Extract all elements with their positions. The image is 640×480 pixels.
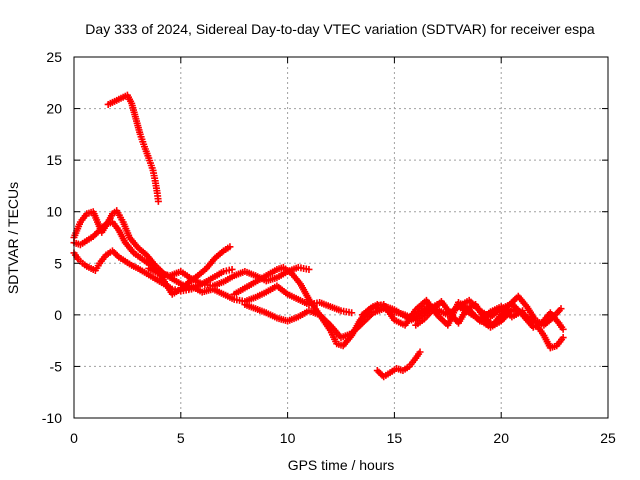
axis-ticks (73, 56, 609, 419)
y-tick-label: 5 (54, 255, 62, 271)
series-arc-l (454, 296, 567, 333)
tick-labels: 0 5 10 15 20 25 -10 -5 0 5 10 15 20 25 (42, 49, 616, 446)
series-arc-c (70, 218, 234, 298)
y-tick-label: 25 (46, 49, 62, 65)
data-point (416, 348, 424, 356)
data-point (154, 197, 162, 205)
data-point (559, 325, 567, 333)
chart-title: Day 333 of 2024, Sidereal Day-to-day VTE… (85, 21, 595, 37)
series-arc-high (104, 91, 162, 205)
x-tick-label: 5 (177, 430, 185, 446)
data-point (557, 305, 565, 313)
data-point (305, 265, 313, 273)
series-arc-h (373, 348, 424, 381)
y-tick-label: 10 (46, 204, 62, 220)
data-point (559, 334, 567, 342)
y-tick-label: 20 (46, 101, 62, 117)
y-axis-label: SDTVAR / TECUs (5, 182, 21, 294)
series-arc-k (433, 303, 567, 352)
x-tick-label: 20 (493, 430, 509, 446)
y-tick-label: -5 (50, 358, 63, 374)
x-tick-label: 10 (280, 430, 296, 446)
x-tick-label: 25 (600, 430, 616, 446)
x-axis-label: GPS time / hours (288, 457, 395, 473)
x-tick-label: 0 (70, 430, 78, 446)
series-arc-d (145, 263, 313, 290)
y-tick-label: -10 (42, 410, 62, 426)
y-tick-label: 15 (46, 152, 62, 168)
data-points (70, 91, 567, 381)
plot-frame (73, 56, 609, 419)
data-point (226, 243, 234, 251)
data-point (348, 309, 356, 317)
data-point (228, 265, 236, 273)
x-tick-label: 15 (387, 430, 403, 446)
y-tick-label: 0 (54, 307, 62, 323)
